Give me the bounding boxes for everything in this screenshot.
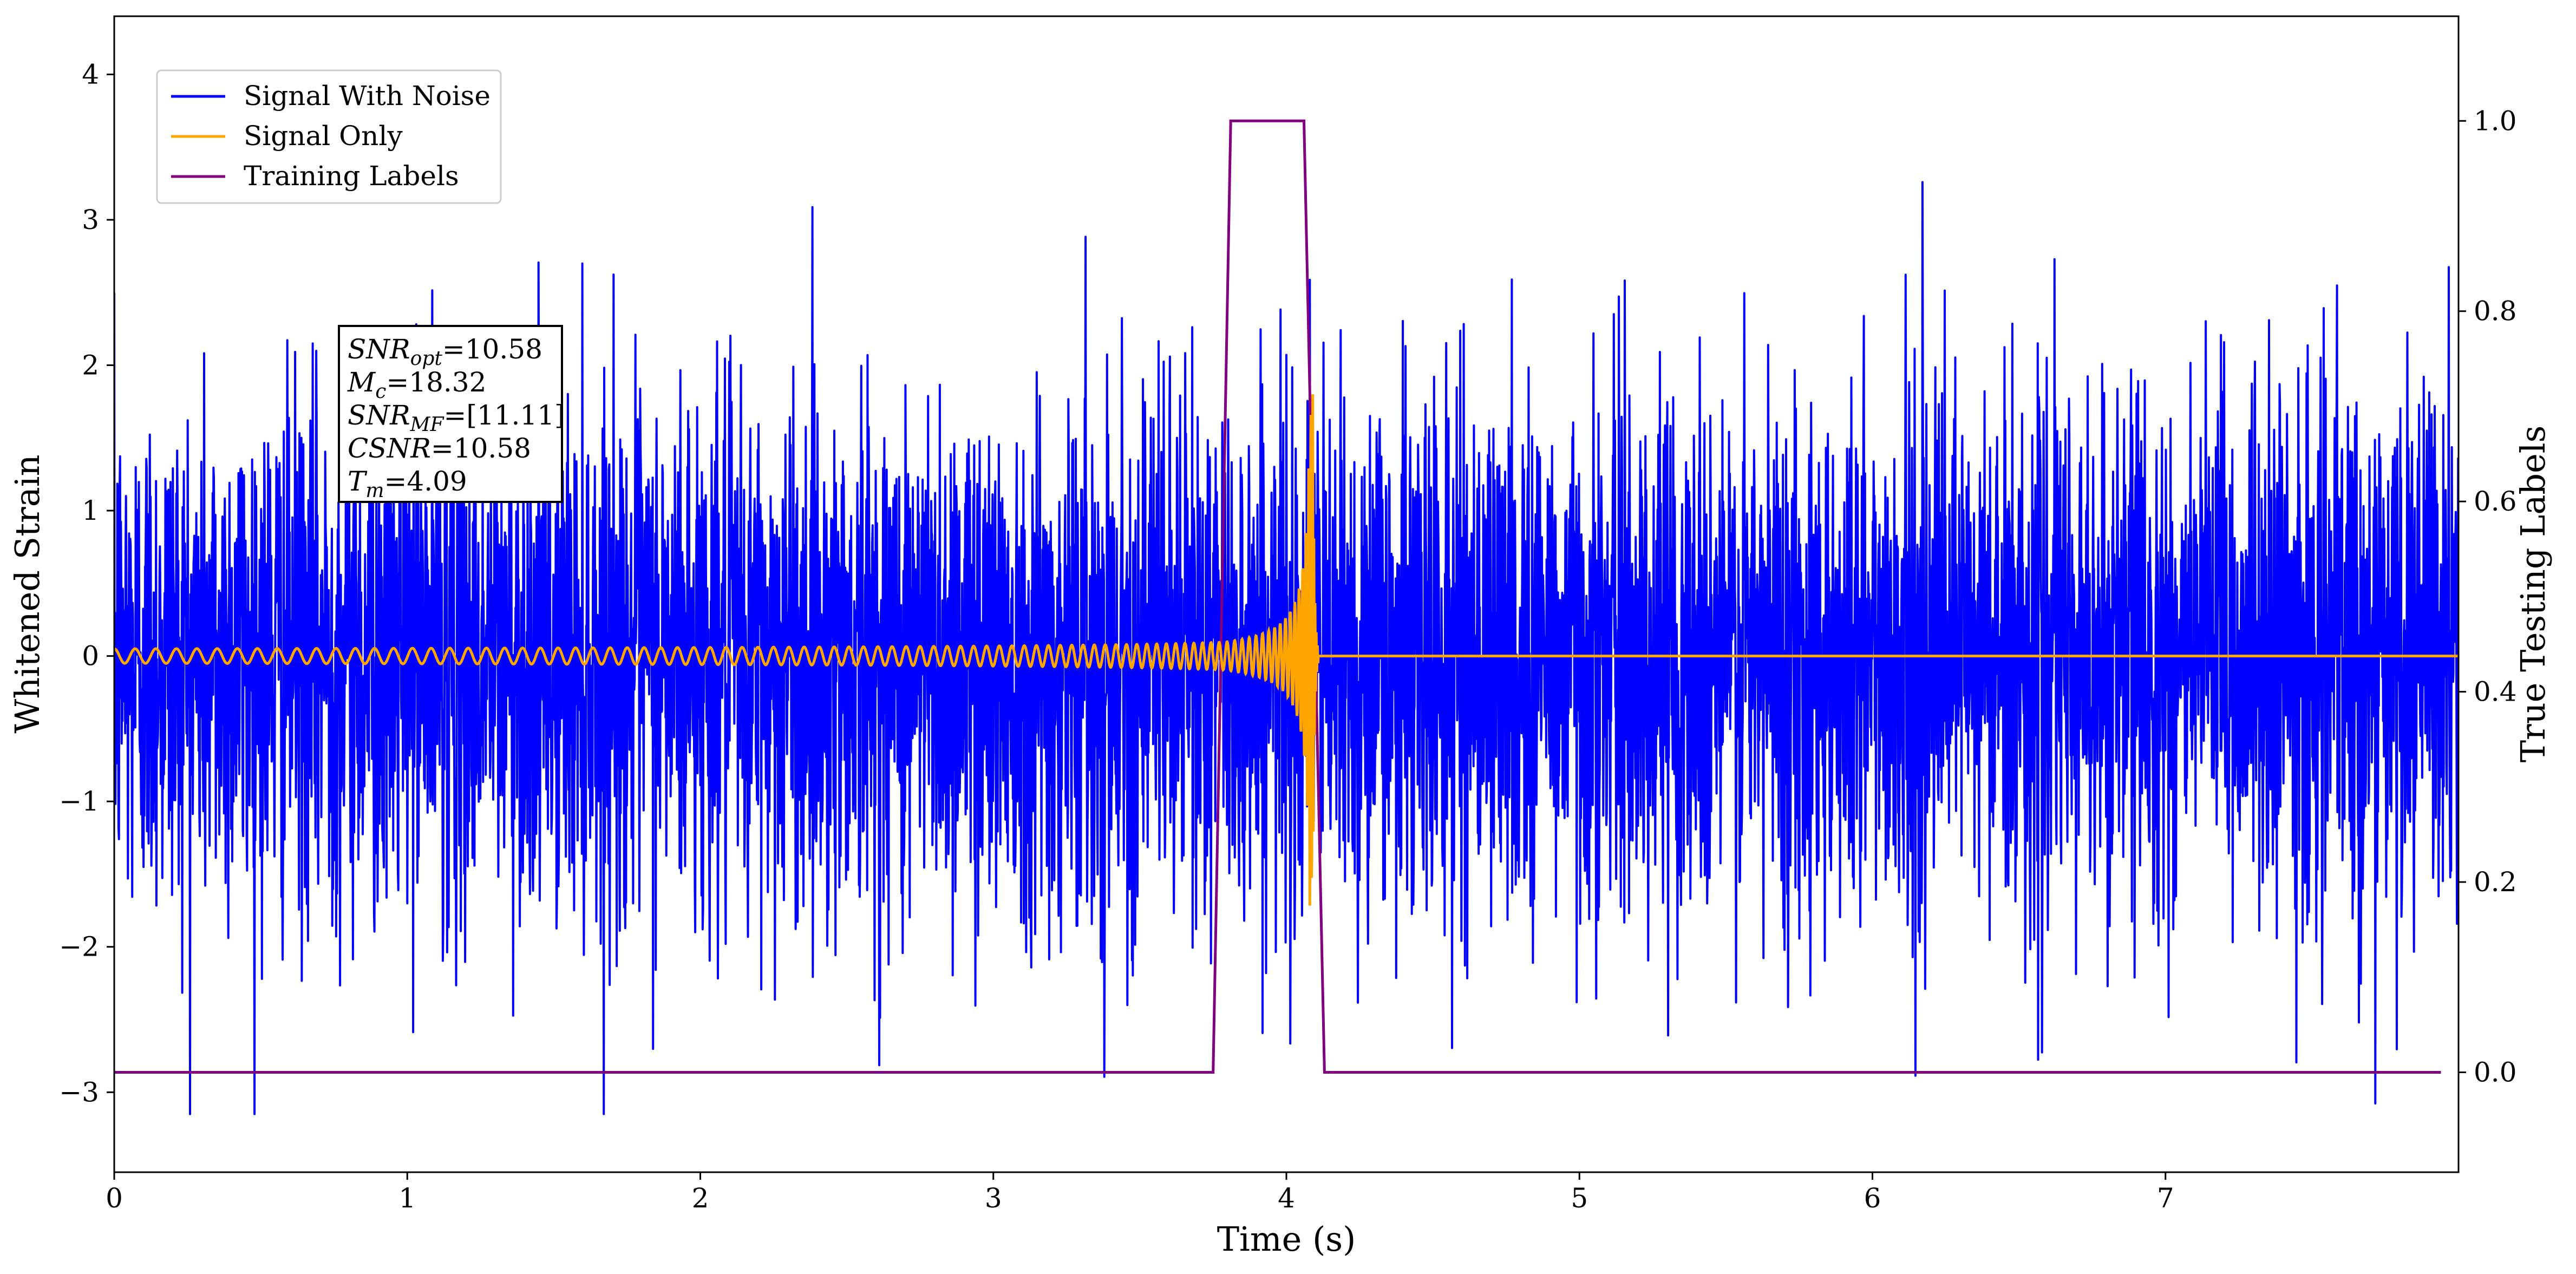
series-layer [114,119,2459,1115]
x-tick-label-2: 2 [692,1182,709,1214]
y2-tick-label-4: 0.8 [2474,296,2517,327]
annotation-line-3: CSNR=10.58 [348,433,531,464]
x-axis-title: Time (s) [1217,1219,1356,1259]
legend-box [156,69,502,204]
y-tick-label-1: −2 [59,931,99,963]
y-tick-label-0: −3 [59,1076,99,1108]
y-tick-label-6: 3 [82,204,99,236]
series-line-signal-only [114,394,2459,906]
legend-label-signal-only: Signal Only [244,120,403,152]
annotation-line-1: Mc=18.32 [347,367,486,403]
y-axis-right: 0.0 0.2 0.4 0.6 0.8 1.0 [2459,105,2517,1088]
annotation-box: SNRopt=10.58Mc=18.32SNRMF=[11.11]CSNR=10… [338,325,565,503]
x-tick-label-5: 5 [1571,1182,1588,1214]
y-axis-title: Whitened Strain [8,455,47,734]
series-line-training-labels [114,119,2441,1074]
y-tick-label-7: 4 [82,58,99,90]
y2-tick-label-3: 0.6 [2474,486,2517,517]
y-tick-label-3: 0 [82,641,99,672]
series-line-signal-with-noise [114,181,2459,1115]
x-tick-label-0: 0 [106,1182,123,1214]
legend-label-training-labels: Training Labels [244,160,459,192]
y-tick-label-2: −1 [59,786,99,817]
x-axis: 0 1 2 3 4 5 6 7 [106,1172,2174,1214]
x-tick-label-1: 1 [398,1182,416,1214]
annotation-line-4: Tm=4.09 [348,466,467,502]
y2-tick-label-2: 0.4 [2474,676,2517,708]
annotation-line-2: SNRMF=[11.11] [348,400,565,436]
x-tick-label-6: 6 [1864,1182,1881,1214]
y2-tick-label-0: 0.0 [2474,1056,2517,1088]
y-tick-label-4: 1 [82,495,99,526]
legend: Signal With Noise Signal Only Training L… [156,69,502,204]
legend-label-signal-with-noise: Signal With Noise [244,80,491,112]
annotation-line-0: SNRopt=10.58 [348,334,542,370]
x-tick-label-3: 3 [985,1182,1002,1214]
y2-tick-label-5: 1.0 [2474,105,2517,136]
x-tick-label-4: 4 [1278,1182,1295,1214]
x-tick-label-7: 7 [2157,1182,2174,1214]
y-tick-label-5: 2 [82,350,99,381]
y-axis-left: −3 −2 −1 0 1 2 3 4 [59,58,114,1108]
y2-tick-label-1: 0.2 [2474,866,2517,898]
y2-axis-title: True Testing Labels [2513,426,2553,763]
